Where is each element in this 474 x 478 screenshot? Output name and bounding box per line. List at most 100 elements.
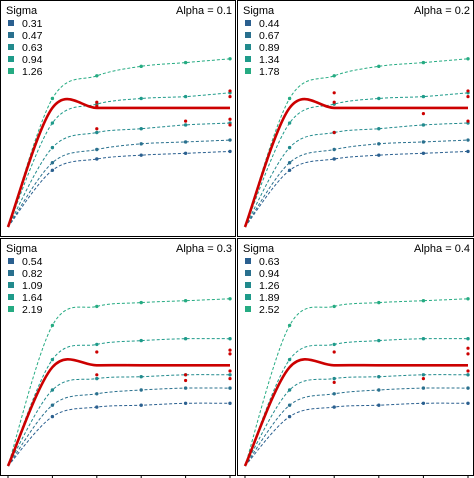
legend-label: 0.63 — [22, 42, 43, 54]
legend-swatch — [245, 56, 251, 62]
series-line — [7, 298, 231, 467]
series-point — [287, 323, 292, 328]
legend-title: Sigma — [243, 243, 275, 255]
legend-swatch — [8, 68, 14, 74]
panel-label: Alpha = 0.1 — [176, 5, 232, 17]
series-point — [287, 168, 292, 172]
series-point — [183, 401, 188, 405]
series-point — [139, 153, 143, 157]
legend-label: 0.67 — [259, 30, 280, 42]
legend-swatch — [245, 306, 251, 312]
legend-label: 1.89 — [259, 292, 280, 304]
series-line — [244, 139, 469, 228]
series-point — [139, 64, 143, 69]
legend-label: 0.44 — [259, 18, 280, 30]
series-point — [50, 168, 55, 172]
observation-point — [466, 89, 470, 93]
panel-label: Alpha = 0.4 — [414, 243, 470, 255]
observation-point — [228, 369, 232, 373]
mean-curve — [6, 358, 230, 467]
series-point — [287, 96, 292, 101]
series-point — [50, 323, 55, 328]
series-line — [244, 387, 469, 467]
series-point — [50, 161, 55, 165]
series-line — [7, 374, 231, 467]
observation-point — [466, 369, 470, 373]
series-point — [183, 140, 188, 144]
legend-label: 0.82 — [22, 268, 43, 280]
series-line — [7, 122, 231, 228]
series-point — [421, 401, 426, 405]
series-point — [332, 157, 336, 161]
observation-point — [95, 373, 99, 377]
panel-frame — [0, 0, 236, 237]
observation-point — [184, 373, 188, 377]
panel-label: Alpha = 0.2 — [414, 5, 470, 17]
series-point — [139, 338, 143, 343]
series-point — [50, 121, 55, 125]
legend-label: 1.26 — [22, 66, 43, 78]
legend-label: 1.09 — [22, 280, 43, 292]
observation-point — [421, 112, 425, 116]
series-point — [183, 123, 188, 127]
panel-label: Alpha = 0.3 — [176, 243, 232, 255]
series-point — [377, 64, 381, 69]
series-point — [139, 96, 143, 101]
legend-label: 0.54 — [22, 256, 43, 268]
series-point — [50, 388, 55, 392]
series-point — [287, 414, 292, 419]
series-point — [95, 376, 99, 381]
series-line — [7, 338, 231, 467]
legend-swatch — [245, 68, 251, 74]
series-point — [287, 145, 292, 150]
series-point — [228, 386, 232, 390]
legend-swatch — [8, 20, 14, 26]
series-point — [228, 57, 232, 61]
series-point — [95, 130, 99, 135]
observation-point — [228, 94, 232, 99]
legend-swatch — [8, 282, 14, 288]
observation-point — [466, 346, 470, 350]
series-point — [466, 297, 470, 301]
series-line — [244, 298, 469, 467]
series-point — [466, 386, 470, 390]
observation-point — [95, 350, 99, 354]
legend-label: 2.19 — [22, 304, 43, 316]
legend-label: 0.89 — [259, 42, 280, 54]
series-point — [183, 386, 188, 390]
series-point — [421, 337, 426, 341]
series-point — [183, 60, 188, 65]
series-point — [50, 96, 55, 101]
series-point — [287, 403, 292, 407]
series-line — [7, 387, 231, 467]
observation-point — [332, 100, 336, 104]
observation-point — [332, 130, 336, 135]
series-line — [7, 92, 231, 228]
series-point — [466, 138, 470, 142]
series-point — [139, 388, 143, 392]
series-point — [332, 147, 336, 152]
series-point — [183, 299, 188, 303]
legend-swatch — [8, 44, 14, 50]
series-point — [139, 127, 143, 131]
observation-point — [332, 91, 336, 95]
series-point — [377, 300, 381, 305]
series-line — [7, 58, 231, 228]
observation-point — [228, 377, 232, 381]
series-point — [139, 300, 143, 305]
series-point — [139, 375, 143, 379]
series-point — [228, 401, 232, 405]
legend-swatch — [8, 294, 14, 300]
series-point — [95, 157, 99, 161]
series-point — [377, 142, 381, 146]
observation-point — [228, 123, 232, 127]
observation-point — [95, 104, 99, 108]
series-point — [228, 297, 232, 301]
series-point — [50, 403, 55, 407]
legend-swatch — [245, 270, 251, 276]
legend-swatch — [245, 32, 251, 38]
series-point — [332, 376, 336, 381]
series-point — [50, 145, 55, 150]
